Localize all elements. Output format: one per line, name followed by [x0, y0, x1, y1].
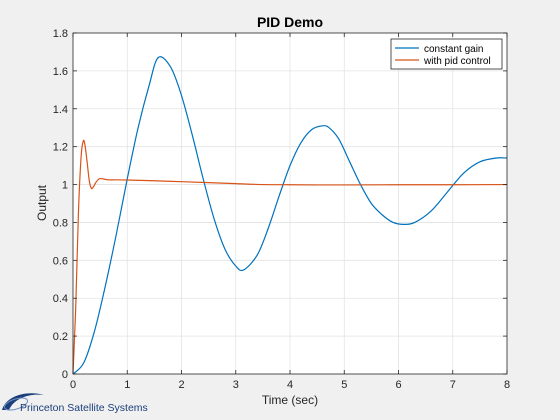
y-tick-label: 1.2: [53, 142, 68, 154]
y-tick-label: 0: [62, 369, 68, 381]
y-tick-label: 1.8: [53, 28, 68, 40]
logo-swoosh-icon: [2, 393, 44, 410]
series-line-constant-gain: [72, 56, 508, 375]
x-tick-label: 8: [504, 379, 510, 391]
x-tick-label: 7: [450, 379, 456, 391]
legend-box: [390, 38, 503, 70]
x-tick-label: 4: [287, 379, 293, 391]
company-logo: Princeton Satellite Systems: [2, 393, 148, 414]
chart-title: PID Demo: [257, 14, 323, 30]
x-axis-label: Time (sec): [262, 393, 318, 407]
y-tick-label: 1: [62, 180, 68, 192]
legend-label-constant-gain: constant gain: [424, 44, 484, 55]
y-tick-label: 0.8: [53, 217, 68, 229]
legend-label-with-pid-control: with pid control: [423, 56, 491, 67]
logo-text: Princeton Satellite Systems: [20, 402, 148, 414]
logo-orbit-icon: [3, 397, 29, 411]
x-tick-label: 5: [341, 379, 347, 391]
x-tick-label: 1: [124, 379, 130, 391]
y-tick-label: 0.2: [53, 331, 68, 343]
x-tick-label: 3: [233, 379, 239, 391]
x-tick-label: 2: [178, 379, 184, 391]
y-tick-label: 0.4: [53, 293, 68, 305]
y-tick-label: 0.6: [53, 255, 68, 267]
series-layer: [72, 56, 508, 375]
x-ticks: 0 1 2 3 4 5 6 7 8: [70, 33, 510, 391]
x-tick-label: 6: [395, 379, 401, 391]
y-tick-label: 1.4: [53, 104, 68, 116]
x-tick-label: 0: [70, 379, 76, 391]
y-tick-label: 1.6: [53, 66, 68, 78]
y-ticks: 0 0.2 0.4 0.6 0.8 1 1.2 1.4 1.6 1.8: [53, 28, 507, 381]
series-line-with-pid-control: [72, 139, 508, 375]
y-axis-label: Output: [35, 184, 49, 221]
